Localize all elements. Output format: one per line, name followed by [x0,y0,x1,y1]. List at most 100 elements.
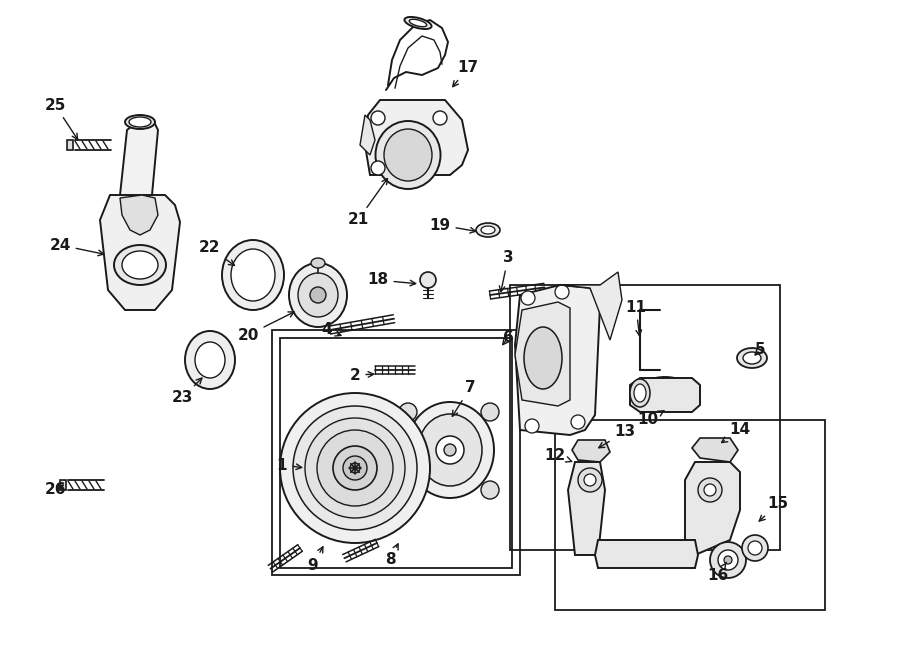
Circle shape [293,406,417,530]
Ellipse shape [122,251,158,279]
Polygon shape [630,378,700,412]
Text: 24: 24 [50,237,104,256]
Polygon shape [595,540,698,568]
Polygon shape [120,195,158,235]
Polygon shape [692,438,738,462]
Ellipse shape [404,17,432,29]
Text: 1: 1 [277,457,302,473]
Ellipse shape [384,129,432,181]
Circle shape [444,444,456,456]
Polygon shape [560,272,622,340]
Ellipse shape [630,379,650,407]
Ellipse shape [650,383,680,397]
Polygon shape [67,140,73,150]
Circle shape [724,556,732,564]
Text: 19: 19 [429,217,476,233]
Ellipse shape [634,384,646,402]
Ellipse shape [231,249,275,301]
Circle shape [748,541,762,555]
Ellipse shape [481,226,495,234]
Circle shape [399,403,417,421]
Polygon shape [60,480,66,490]
Circle shape [710,542,746,578]
Text: 14: 14 [722,422,751,443]
Circle shape [350,463,360,473]
Text: 21: 21 [347,178,388,227]
Circle shape [371,161,385,175]
Polygon shape [120,118,158,208]
Text: 20: 20 [238,312,294,342]
Circle shape [317,430,393,506]
Text: 23: 23 [171,378,202,405]
Ellipse shape [311,258,325,268]
Ellipse shape [640,377,690,403]
Ellipse shape [289,263,347,327]
Polygon shape [365,100,468,175]
Bar [510,285,780,550]
Polygon shape [360,115,375,155]
Ellipse shape [114,245,166,285]
Circle shape [333,446,377,490]
Circle shape [433,111,447,125]
Circle shape [742,535,768,561]
Text: 11: 11 [626,299,646,336]
Ellipse shape [476,223,500,237]
Ellipse shape [375,121,440,189]
Circle shape [371,111,385,125]
Circle shape [698,478,722,502]
Text: 4: 4 [321,323,341,338]
Text: 16: 16 [707,563,729,582]
Polygon shape [100,195,180,310]
Polygon shape [515,302,570,406]
Text: 2: 2 [349,368,373,383]
Polygon shape [568,462,605,555]
Circle shape [584,474,596,486]
Ellipse shape [737,348,767,368]
Text: 26: 26 [44,483,66,498]
Circle shape [704,484,716,496]
Circle shape [280,393,430,543]
Text: 12: 12 [544,447,572,463]
Text: 5: 5 [755,342,765,358]
Ellipse shape [125,115,155,129]
Text: 18: 18 [367,272,416,288]
Text: 10: 10 [637,410,664,428]
Text: 13: 13 [598,424,635,447]
Ellipse shape [298,273,338,317]
Text: 7: 7 [453,381,475,416]
Ellipse shape [195,342,225,378]
Text: 15: 15 [760,496,788,521]
Ellipse shape [743,352,761,364]
Bar [272,330,520,575]
Polygon shape [515,285,600,435]
Text: 8: 8 [384,544,398,568]
Bar [555,420,825,610]
Circle shape [481,481,499,499]
Circle shape [310,287,326,303]
Ellipse shape [524,327,562,389]
Circle shape [571,415,585,429]
Text: 22: 22 [199,241,235,266]
Circle shape [578,468,602,492]
Ellipse shape [418,414,482,486]
Circle shape [343,456,367,480]
Text: 17: 17 [453,61,479,87]
Polygon shape [572,440,610,462]
Ellipse shape [185,331,235,389]
Circle shape [436,436,464,464]
Text: 3: 3 [500,251,513,292]
Ellipse shape [406,402,494,498]
Ellipse shape [222,240,284,310]
Circle shape [718,550,738,570]
Text: 25: 25 [44,98,77,139]
Circle shape [525,419,539,433]
Polygon shape [685,462,740,555]
Circle shape [521,291,535,305]
Circle shape [555,285,569,299]
Ellipse shape [410,19,427,26]
Text: 6: 6 [502,330,513,346]
Circle shape [305,418,405,518]
Text: 9: 9 [308,547,323,572]
Bar [280,338,512,568]
Ellipse shape [129,117,151,127]
